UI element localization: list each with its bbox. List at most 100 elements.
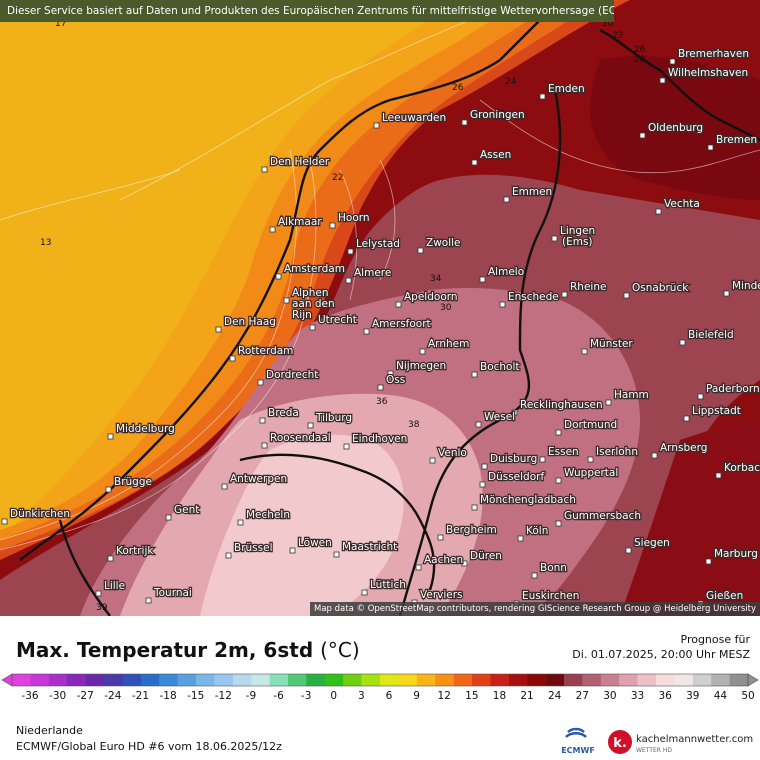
city-marker: Arnhem — [419, 337, 471, 355]
scale-swatch — [140, 674, 160, 686]
city-label: Nijmegen — [396, 360, 446, 372]
isoline-label: 39 — [96, 603, 108, 613]
city-dot-icon — [1, 518, 8, 525]
city-marker: Middelburg — [107, 422, 176, 440]
ecmwf-notice: Dieser Service basiert auf Daten und Pro… — [0, 0, 614, 22]
city-label: Lippstadt — [692, 405, 741, 417]
city-dot-icon — [639, 132, 646, 139]
city-label: Euskirchen — [522, 590, 579, 602]
city-label: Bielefeld — [688, 329, 734, 341]
city-label: Groningen — [470, 109, 525, 121]
isoline-label: 22 — [332, 173, 343, 183]
city-label: Alkmaar — [278, 216, 322, 228]
city-dot-icon — [329, 222, 336, 229]
city-dot-icon — [551, 235, 558, 242]
city-label: Osnabrück — [632, 282, 689, 294]
city-dot-icon — [261, 442, 268, 449]
city-marker: Recklinghausen — [511, 398, 604, 416]
legend-panel: Max. Temperatur 2m, 6std (°C) Prognose f… — [0, 616, 760, 760]
isoline-label: 24 — [505, 77, 517, 87]
city-label: Oss — [386, 374, 405, 386]
city-dot-icon — [229, 355, 236, 362]
city-label: Zwolle — [426, 237, 461, 249]
city-dot-icon — [479, 481, 486, 488]
city-label: Arnsberg — [660, 442, 707, 454]
scale-swatch — [472, 674, 491, 686]
isoline-label: 13 — [40, 238, 51, 248]
city-marker: Essen — [539, 445, 580, 463]
city-marker: Lüttich — [361, 578, 407, 596]
scale-swatch — [104, 674, 123, 686]
isoline-label: 26 — [452, 83, 464, 93]
city-label: Wuppertal — [564, 467, 618, 479]
city-label: Den Helder — [270, 156, 330, 168]
city-dot-icon — [215, 326, 222, 333]
city-marker: Almelo — [479, 265, 525, 283]
city-dot-icon — [309, 324, 316, 331]
map-canvas: 17 13 20 22 26 28 24 26 30 22 34 30 36 3… — [0, 0, 760, 616]
city-dot-icon — [275, 273, 282, 280]
city-label: Emden — [548, 83, 585, 95]
city-dot-icon — [237, 519, 244, 526]
city-dot-icon — [605, 399, 612, 406]
city-dot-icon — [499, 301, 506, 308]
city-marker: Dünkirchen — [1, 507, 71, 525]
city-dot-icon — [363, 328, 370, 335]
city-label: Hoorn — [338, 212, 370, 224]
temperature-map[interactable]: 17 13 20 22 26 28 24 26 30 22 34 30 36 3… — [0, 0, 760, 616]
city-dot-icon — [479, 276, 486, 283]
city-dot-icon — [531, 572, 538, 579]
city-label: Eindhoven — [352, 433, 407, 445]
scale-swatch — [674, 674, 694, 686]
city-label: Minden — [732, 280, 760, 292]
city-marker: aan den — [291, 297, 336, 312]
scale-swatch — [288, 674, 307, 686]
city-marker: Wesel — [475, 410, 516, 428]
kachelmann-logo-icon[interactable]: k. kachelmannwetter.com WETTER HD — [606, 728, 756, 756]
city-label: Maastricht — [342, 541, 397, 553]
city-label: Münster — [590, 338, 633, 350]
city-marker: Emmen — [503, 185, 554, 203]
city-label: Leeuwarden — [382, 112, 446, 124]
isoline-label: 20 — [602, 19, 614, 29]
city-marker: Assen — [471, 148, 513, 166]
city-marker: Oss — [377, 373, 407, 391]
scale-swatch — [564, 674, 583, 686]
city-dot-icon — [517, 535, 524, 542]
city-dot-icon — [107, 555, 114, 562]
contour-lines — [19, 0, 760, 616]
city-label: Mönchengladbach — [480, 494, 576, 506]
scale-tick-label: 0 — [330, 690, 337, 702]
city-label: Mecheln — [246, 509, 290, 521]
scale-border — [11, 673, 749, 687]
city-label: Dordrecht — [266, 369, 318, 381]
isoline-label: 22 — [612, 31, 623, 41]
city-dot-icon — [415, 564, 422, 571]
city-dot-icon — [417, 247, 424, 254]
city-marker: Lille — [95, 579, 126, 597]
scale-swatch — [343, 674, 362, 686]
city-marker: Bremerhaven — [669, 47, 750, 65]
city-label: Antwerpen — [230, 473, 287, 485]
city-label: Brüssel — [234, 542, 273, 554]
city-label: Rheine — [570, 281, 606, 293]
city-marker: Leeuwarden — [373, 111, 447, 129]
city-marker: Antwerpen — [221, 472, 288, 490]
city-marker: Amersfoort — [363, 317, 432, 335]
scale-swatch — [306, 674, 326, 686]
map-title: Max. Temperatur 2m, 6std (°C) — [16, 638, 360, 662]
city-marker: Oldenburg — [639, 121, 704, 139]
isoline-label: 38 — [408, 420, 420, 430]
city-dot-icon — [437, 534, 444, 541]
city-label: Utrecht — [318, 314, 357, 326]
city-dot-icon — [555, 429, 562, 436]
scale-tick-label: 15 — [465, 690, 478, 702]
scale-swatch — [361, 674, 381, 686]
scale-tick-label: -6 — [273, 690, 284, 702]
city-label: Essen — [548, 446, 579, 458]
city-label: Iserlohn — [596, 446, 638, 458]
city-label: Löwen — [298, 537, 332, 549]
scale-swatch — [453, 674, 473, 686]
city-dot-icon — [555, 477, 562, 484]
city-dot-icon — [715, 472, 722, 479]
